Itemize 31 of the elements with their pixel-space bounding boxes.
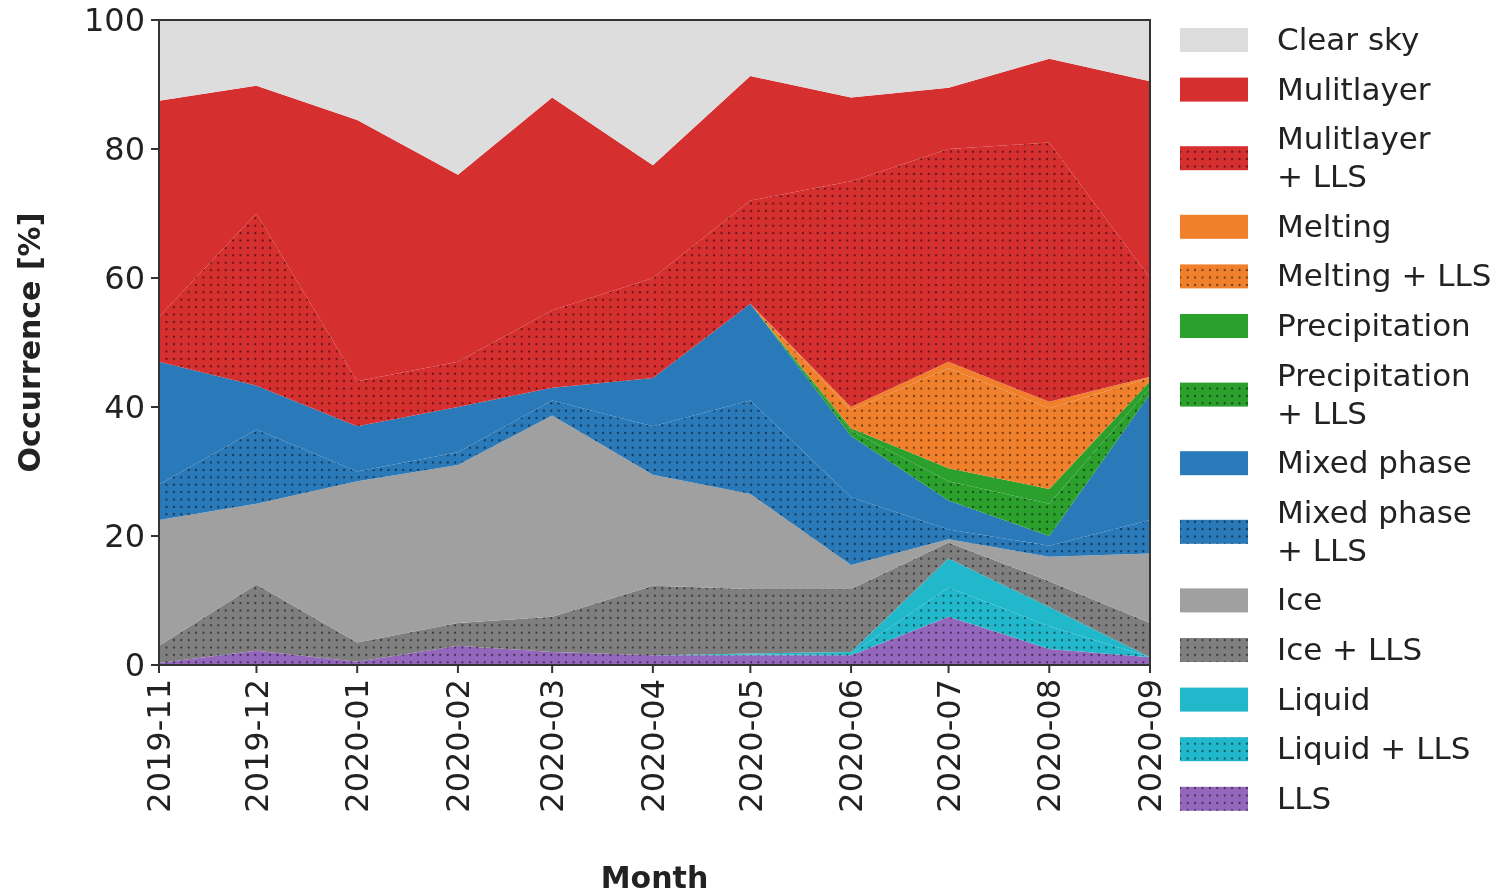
x-axis-title: Month [600,860,709,895]
legend-label: Mixed phase + LLS [1277,493,1472,568]
legend-label: Melting + LLS [1277,257,1492,294]
y-tick-label: 20 [104,517,145,556]
legend-label: LLS [1277,779,1332,816]
x-tick-label: 2020-04 [634,679,673,813]
y-tick-label: 80 [104,130,145,169]
y-tick-label: 60 [104,259,145,298]
legend-label: Mulitlayer + LLS [1277,120,1431,195]
x-tick-label: 2019-12 [237,679,276,813]
legend-label: Precipitation + LLS [1277,356,1471,431]
legend-label: Mulitlayer [1277,70,1431,107]
y-tick-label: 40 [104,388,145,427]
legend-label: Liquid + LLS [1277,730,1471,767]
x-tick-label: 2020-05 [731,679,770,813]
legend-label: Melting [1277,207,1392,244]
legend-label: Ice + LLS [1277,631,1423,667]
legend-label: Clear sky [1277,21,1420,57]
legend-label: Liquid [1277,680,1371,717]
x-tick-label: 2020-01 [338,679,377,813]
legend-label: Precipitation [1277,307,1471,343]
x-tick-label: 2020-03 [533,679,572,813]
legend-label: Ice [1277,581,1323,618]
x-tick-label: 2020-09 [1131,679,1170,813]
x-tick-label: 2020-07 [929,679,968,813]
legend-label: Mixed phase [1277,444,1472,481]
y-axis-title: Occurrence [%] [12,212,47,473]
x-tick-label: 2020-08 [1030,679,1069,813]
x-tick-label: 2020-02 [439,679,478,813]
x-tick-label: 2020-06 [832,679,871,813]
y-tick-label: 100 [83,1,145,40]
